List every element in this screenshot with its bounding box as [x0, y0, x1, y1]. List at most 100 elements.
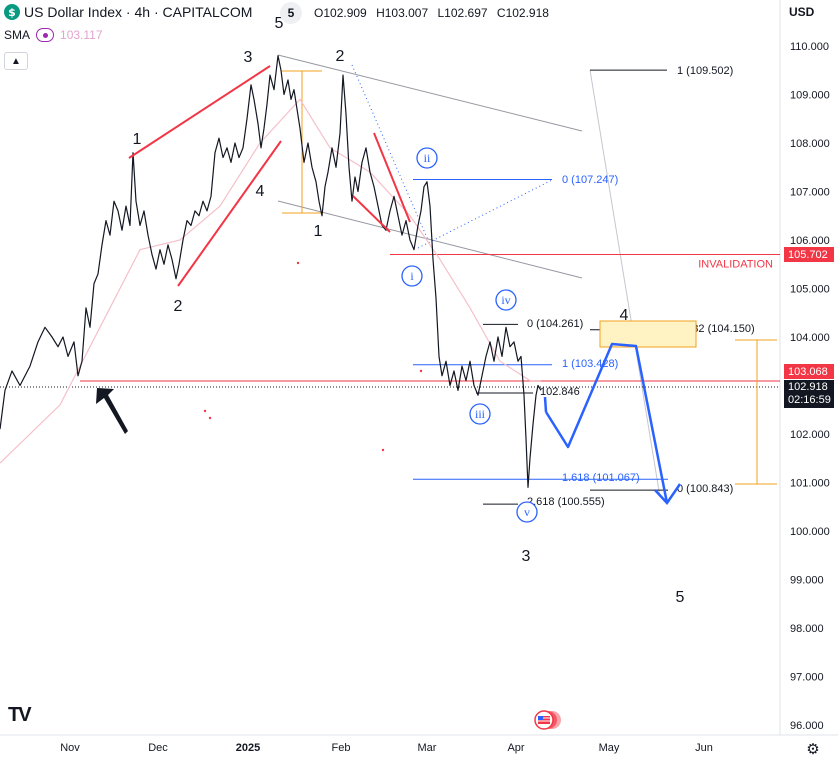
- marker-dot: [203, 409, 207, 413]
- wave-circle-label: iii: [475, 407, 486, 421]
- wave-label: 4: [256, 183, 265, 200]
- last-price-tag: 102.918 02:16:59: [784, 380, 834, 408]
- economic-events-icon[interactable]: [533, 709, 563, 731]
- wave-label: 5: [676, 589, 685, 606]
- y-tick-label: 106.000: [790, 235, 830, 247]
- projection-arrowhead: [654, 483, 682, 506]
- marker-dot: [208, 416, 212, 420]
- dollar-icon: $: [4, 4, 20, 20]
- target-zone-box[interactable]: [599, 320, 697, 348]
- x-tick-label: Apr: [507, 742, 524, 754]
- dotted-fib-line[interactable]: [417, 179, 553, 249]
- projection-start: [543, 396, 548, 413]
- wave-circle-label: ii: [424, 151, 431, 165]
- wave-circle: [416, 147, 438, 169]
- wave-label: 1: [314, 223, 323, 240]
- wave-circle-label: v: [524, 505, 530, 519]
- close-label: C: [496, 6, 506, 20]
- channel-upper-line[interactable]: [277, 54, 583, 132]
- x-tick-label: 2025: [236, 742, 260, 754]
- open-label: O: [314, 6, 324, 20]
- y-tick-label: 100.000: [790, 526, 830, 538]
- wave-trend-line[interactable]: [352, 195, 391, 233]
- y-tick-label: 109.000: [790, 90, 830, 102]
- x-tick-label: Feb: [332, 742, 351, 754]
- wave-trend-line[interactable]: [128, 65, 271, 159]
- low-label: L: [437, 6, 445, 20]
- x-tick-label: May: [599, 742, 620, 754]
- wave-circle: [495, 289, 517, 311]
- x-tick-label: Dec: [148, 742, 168, 754]
- price-line[interactable]: [0, 55, 542, 488]
- arrow-icon[interactable]: [96, 388, 128, 434]
- last-price: 102.918: [788, 381, 828, 393]
- channel-lower-line[interactable]: [277, 200, 583, 279]
- wave-circle: [469, 403, 491, 425]
- open-value: 102.909: [323, 6, 367, 20]
- y-tick-label: 107.000: [790, 187, 830, 199]
- y-tick-label: 97.000: [790, 672, 824, 684]
- bar-countdown: 02:16:59: [788, 394, 831, 406]
- wave-trend-line[interactable]: [373, 132, 411, 223]
- y-tick-label: 110.000: [790, 41, 829, 53]
- projection-path[interactable]: [544, 342, 669, 504]
- ohlc-values: O102.909 H103.007 L102.697 C102.918: [314, 6, 555, 20]
- y-tick-label: 104.000: [790, 332, 830, 344]
- wave-label: 3: [244, 49, 253, 66]
- fib-level-label: 0 (107.247): [562, 174, 618, 186]
- red-level-price-tag: 103.068: [784, 364, 834, 379]
- wave-label: 2: [174, 298, 183, 315]
- high-value: 103.007: [384, 6, 429, 20]
- wave-label: 3: [522, 548, 531, 565]
- marker-dot: [296, 261, 300, 265]
- wave-circle: [401, 265, 423, 287]
- chart-header: $ US Dollar Index · 4h · CAPITALCOM 5 O1…: [0, 0, 780, 70]
- x-tick-label: Jun: [695, 742, 713, 754]
- indicator-name: SMA: [4, 28, 31, 42]
- y-tick-label: 102.000: [790, 429, 830, 441]
- y-tick-label: 105.000: [790, 284, 830, 296]
- tradingview-logo[interactable]: TV: [8, 704, 32, 726]
- x-tick-label: Mar: [418, 742, 437, 754]
- high-label: H: [376, 6, 385, 20]
- currency-selector[interactable]: USD: [789, 5, 815, 19]
- fib-level-label: 1.618 (101.067): [562, 472, 640, 484]
- wave-circle-label: i: [410, 269, 414, 283]
- marker-dot: [381, 448, 385, 452]
- invalidation-label: INVALIDATION: [698, 258, 773, 270]
- y-tick-label: 96.000: [790, 720, 824, 732]
- indicator-row[interactable]: SMA 103.117: [4, 28, 103, 42]
- x-tick-label: Nov: [60, 742, 80, 754]
- gear-icon[interactable]: ⚙: [806, 741, 820, 758]
- wave-label: 1: [133, 131, 142, 148]
- fib-level-label: 1 (103.428): [562, 358, 618, 370]
- close-value: 102.918: [505, 6, 549, 20]
- wave-circle-label: iv: [501, 293, 510, 307]
- invalidation-price-tag: 105.702: [784, 247, 834, 262]
- low-value: 102.697: [444, 6, 488, 20]
- fib-level-label: 2.618 (100.555): [527, 496, 605, 508]
- y-tick-label: 98.000: [790, 623, 824, 635]
- fib-level-label: 1 (109.502): [677, 65, 733, 77]
- y-tick-label: 99.000: [790, 575, 824, 587]
- eye-icon[interactable]: [36, 28, 55, 42]
- wave-trend-line[interactable]: [177, 140, 282, 287]
- symbol-row[interactable]: $ US Dollar Index · 4h · CAPITALCOM: [4, 4, 252, 20]
- projection-gray-line[interactable]: [589, 69, 661, 498]
- fib-level-label: 102.846: [540, 386, 580, 398]
- interval-badge[interactable]: 5: [280, 2, 302, 24]
- marker-dot: [419, 369, 423, 373]
- indicator-value: 103.117: [60, 28, 103, 42]
- y-tick-label: 101.000: [790, 478, 830, 490]
- fib-level-label: 0 (104.261): [527, 318, 583, 330]
- collapse-chevron-icon[interactable]: ▲: [4, 52, 28, 70]
- sma-line: [0, 98, 541, 464]
- wave-circle: [516, 501, 538, 523]
- y-tick-label: 108.000: [790, 138, 830, 150]
- fib-level-label: 0 (100.843): [677, 483, 733, 495]
- symbol-title: US Dollar Index · 4h · CAPITALCOM: [24, 4, 253, 20]
- wave-label: 5: [275, 15, 284, 32]
- wave-label: 2: [336, 48, 345, 65]
- wave-label: 4: [620, 307, 629, 324]
